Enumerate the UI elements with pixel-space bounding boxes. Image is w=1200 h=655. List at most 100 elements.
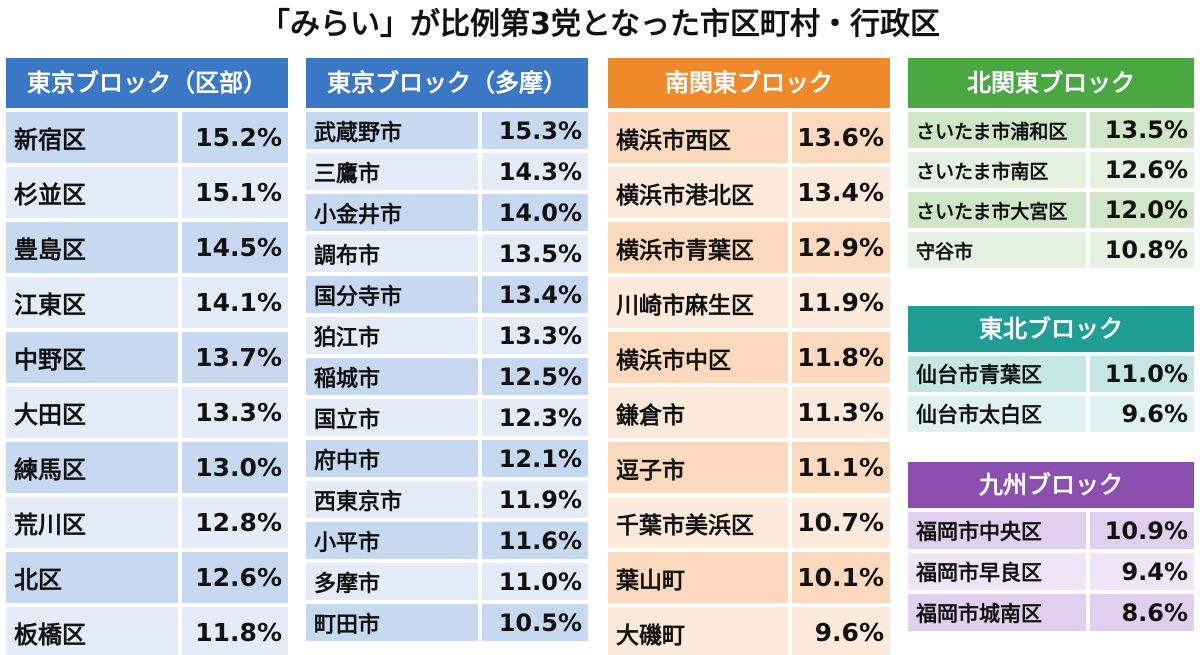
table-row: 板橋区 11.8%: [6, 607, 288, 655]
municipality-name: 国立市: [306, 399, 478, 436]
vote-share: 11.1%: [792, 442, 890, 493]
block-rows: 仙台市青葉区 11.0% 仙台市太白区 9.6%: [908, 352, 1194, 432]
block-header: 九州ブロック: [908, 462, 1194, 508]
municipality-name: 町田市: [306, 604, 478, 641]
municipality-name: 武蔵野市: [306, 112, 478, 149]
municipality-name: 小金井市: [306, 194, 478, 231]
table-row: 調布市 13.5%: [306, 235, 588, 272]
municipality-name: さいたま市大宮区: [908, 192, 1086, 228]
vote-share: 12.8%: [182, 497, 288, 548]
block-rows: 福岡市中央区 10.9% 福岡市早良区 9.4% 福岡市城南区 8.6%: [908, 508, 1194, 631]
table-row: 多摩市 11.0%: [306, 563, 588, 600]
municipality-name: 豊島区: [6, 222, 178, 273]
vote-share: 8.6%: [1090, 594, 1194, 631]
block-rows: 新宿区 15.2% 杉並区 15.1% 豊島区 14.5% 江東区 14.1% 中野区 13.7%…: [6, 108, 288, 655]
vote-share: 12.6%: [182, 552, 288, 603]
table-row: 中野区 13.7%: [6, 332, 288, 383]
table-row: 葉山町 10.1%: [608, 552, 890, 603]
block-header: 東北ブロック: [908, 306, 1194, 352]
vote-share: 11.6%: [482, 522, 588, 559]
municipality-name: 仙台市太白区: [908, 396, 1086, 432]
municipality-name: 練馬区: [6, 442, 178, 493]
table-row: 武蔵野市 15.3%: [306, 112, 588, 149]
vote-share: 12.6%: [1090, 152, 1194, 188]
vote-share: 11.0%: [482, 563, 588, 600]
vote-share: 13.5%: [482, 235, 588, 272]
vote-share: 10.5%: [482, 604, 588, 641]
vote-share: 14.0%: [482, 194, 588, 231]
vote-share: 9.6%: [792, 607, 890, 655]
municipality-name: 江東区: [6, 277, 178, 328]
municipality-name: さいたま市浦和区: [908, 112, 1086, 148]
municipality-name: 北区: [6, 552, 178, 603]
municipality-name: 板橋区: [6, 607, 178, 655]
table-row: 横浜市西区 13.6%: [608, 112, 890, 163]
vote-share: 12.5%: [482, 358, 588, 395]
table-row: 府中市 12.1%: [306, 440, 588, 477]
table-row: 福岡市城南区 8.6%: [908, 594, 1194, 631]
vote-share: 10.7%: [792, 497, 890, 548]
table-row: 小平市 11.6%: [306, 522, 588, 559]
table-row: さいたま市南区 12.6%: [908, 152, 1194, 188]
table-row: 狛江市 13.3%: [306, 317, 588, 354]
municipality-name: 大田区: [6, 387, 178, 438]
municipality-name: 新宿区: [6, 112, 178, 163]
table-row: 三鷹市 14.3%: [306, 153, 588, 190]
table-row: 新宿区 15.2%: [6, 112, 288, 163]
vote-share: 12.0%: [1090, 192, 1194, 228]
municipality-name: 杉並区: [6, 167, 178, 218]
municipality-name: 仙台市青葉区: [908, 356, 1086, 392]
table-row: さいたま市大宮区 12.0%: [908, 192, 1194, 228]
municipality-name: 横浜市港北区: [608, 167, 788, 218]
table-row: 大磯町 9.6%: [608, 607, 890, 655]
block-tokyo-tama: 東京ブロック（多摩） 武蔵野市 15.3% 三鷹市 14.3% 小金井市 14.0% 調布市…: [306, 58, 588, 641]
municipality-name: 小平市: [306, 522, 478, 559]
table-row: 千葉市美浜区 10.7%: [608, 497, 890, 548]
municipality-name: 福岡市城南区: [908, 594, 1086, 631]
vote-share: 15.2%: [182, 112, 288, 163]
municipality-name: 鎌倉市: [608, 387, 788, 438]
table-row: 川崎市麻生区 11.9%: [608, 277, 890, 328]
table-row: 国分寺市 13.4%: [306, 276, 588, 313]
municipality-name: 西東京市: [306, 481, 478, 518]
vote-share: 10.8%: [1090, 232, 1194, 268]
table-row: 杉並区 15.1%: [6, 167, 288, 218]
table-row: 町田市 10.5%: [306, 604, 588, 641]
block-rows: 横浜市西区 13.6% 横浜市港北区 13.4% 横浜市青葉区 12.9% 川崎市麻生区 11…: [608, 108, 890, 655]
table-row: 西東京市 11.9%: [306, 481, 588, 518]
vote-share: 10.1%: [792, 552, 890, 603]
table-row: 横浜市青葉区 12.9%: [608, 222, 890, 273]
page-title: 「みらい」が比例第3党となった市区町村・行政区: [260, 7, 940, 42]
municipality-name: 荒川区: [6, 497, 178, 548]
vote-share: 11.0%: [1090, 356, 1194, 392]
table-row: 福岡市早良区 9.4%: [908, 553, 1194, 590]
municipality-name: 福岡市早良区: [908, 553, 1086, 590]
municipality-name: 川崎市麻生区: [608, 277, 788, 328]
vote-share: 13.3%: [182, 387, 288, 438]
vote-share: 15.1%: [182, 167, 288, 218]
vote-share: 14.5%: [182, 222, 288, 273]
municipality-name: 横浜市中区: [608, 332, 788, 383]
vote-share: 14.1%: [182, 277, 288, 328]
vote-share: 11.3%: [792, 387, 890, 438]
municipality-name: 千葉市美浜区: [608, 497, 788, 548]
block-tokyo-ku: 東京ブロック（区部） 新宿区 15.2% 杉並区 15.1% 豊島区 14.5% 江東区 14…: [6, 58, 288, 655]
municipality-name: 横浜市青葉区: [608, 222, 788, 273]
table-row: さいたま市浦和区 13.5%: [908, 112, 1194, 148]
municipality-name: 横浜市西区: [608, 112, 788, 163]
block-tohoku: 東北ブロック 仙台市青葉区 11.0% 仙台市太白区 9.6%: [908, 306, 1194, 432]
municipality-name: 葉山町: [608, 552, 788, 603]
vote-share: 13.4%: [792, 167, 890, 218]
table-row: 国立市 12.3%: [306, 399, 588, 436]
vote-share: 14.3%: [482, 153, 588, 190]
municipality-name: 府中市: [306, 440, 478, 477]
municipality-name: 調布市: [306, 235, 478, 272]
block-header: 東京ブロック（区部）: [6, 58, 288, 108]
block-kita-kanto: 北関東ブロック さいたま市浦和区 13.5% さいたま市南区 12.6% さいたま市大宮…: [908, 58, 1194, 268]
table-row: 豊島区 14.5%: [6, 222, 288, 273]
table-row: 福岡市中央区 10.9%: [908, 512, 1194, 549]
vote-share: 13.7%: [182, 332, 288, 383]
vote-share: 13.5%: [1090, 112, 1194, 148]
vote-share: 12.3%: [482, 399, 588, 436]
table-row: 横浜市中区 11.8%: [608, 332, 890, 383]
